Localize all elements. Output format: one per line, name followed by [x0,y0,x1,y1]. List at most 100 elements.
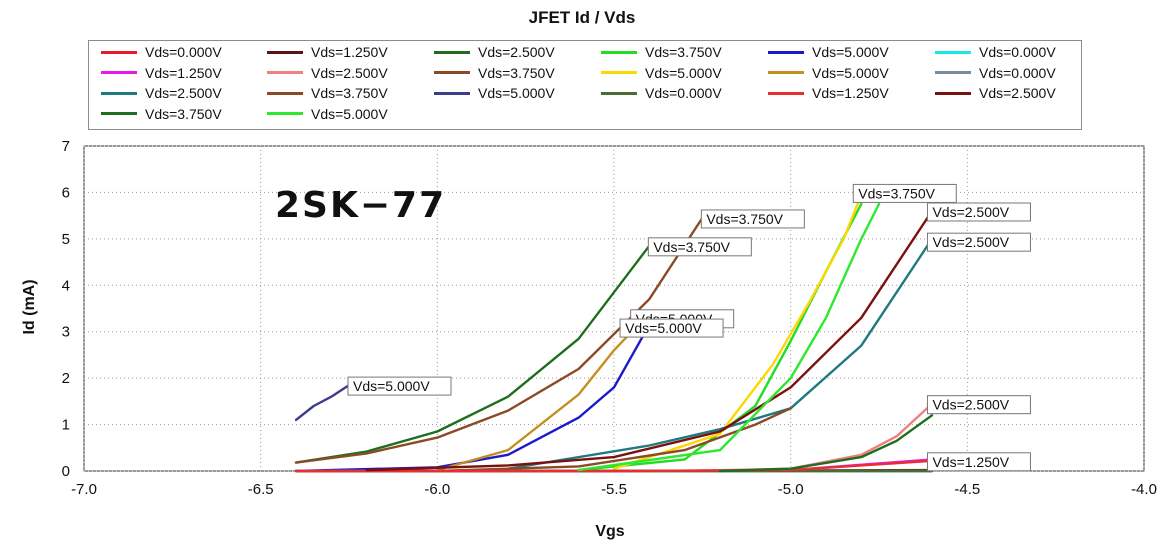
legend-swatch [434,71,470,74]
series-line-20 [577,202,881,472]
legend-label: Vds=1.250V [311,44,388,60]
legend-swatch [935,91,971,95]
series-line-5 [294,323,651,473]
legend-label: Vds=5.000V [311,105,388,122]
curve-label-text: Vds=2.500V [932,397,1009,413]
legend-item: Vds=2.500V [101,84,222,102]
curve-label: Vds=2.500V [926,202,1031,222]
legend-swatch [434,91,470,95]
curve-label: Vds=5.000V [347,376,452,396]
curve-label-text: Vds=5.000V [625,320,702,336]
legend-item: Vds=3.750V [601,43,722,61]
series-line-18 [365,209,934,472]
legend-label: Vds=3.750V [478,64,555,81]
legend-item: Vds=5.000V [434,84,555,102]
series-line-15 [294,383,351,422]
y-tick-label: 6 [62,184,70,201]
legend-swatch [601,50,637,54]
curve-label-text: Vds=2.500V [932,204,1009,220]
curve-label: Vds=5.000V [619,318,724,338]
x-tick-label: -6.0 [424,481,450,498]
legend-swatch [101,50,137,54]
legend-swatch [601,71,637,74]
y-tick-label: 7 [62,138,70,155]
y-tick-label: 5 [62,231,70,248]
legend-swatch [434,50,470,54]
legend-swatch [601,91,637,95]
x-tick-label: -5.0 [778,481,804,498]
y-tick-label: 3 [62,324,70,341]
curve-label: Vds=1.250V [926,452,1031,472]
legend-item: Vds=3.750V [267,84,388,102]
legend-swatch [768,91,804,95]
curve-label: Vds=3.750V [647,237,752,257]
x-axis-label: Vgs [595,523,624,540]
series-line-10 [612,193,863,470]
legend-item: Vds=5.000V [768,64,889,82]
y-tick-label: 4 [62,277,70,294]
legend-swatch [267,50,303,54]
legend-item: Vds=1.250V [768,84,889,102]
series-line-14 [436,407,792,473]
x-tick-label: -5.5 [601,481,627,498]
legend-label: Vds=3.750V [645,44,722,60]
legend-swatch [267,71,303,74]
curve-label-text: Vds=3.750V [653,239,730,255]
legend-swatch [101,112,137,115]
legend-label: Vds=5.000V [478,85,555,101]
y-tick-label: 0 [62,463,70,480]
legend-swatch [267,112,303,115]
y-tick-label: 1 [62,417,70,434]
legend-item: Vds=2.500V [935,84,1056,102]
legend-item: Vds=2.500V [434,43,555,61]
legend-label: Vds=1.250V [812,85,889,101]
series-line-9 [294,216,704,464]
legend-item: Vds=5.000V [768,43,889,61]
legend-swatch [101,71,137,74]
legend-item: Vds=2.500V [267,64,388,82]
legend-label: Vds=0.000V [145,44,222,60]
legend-label: Vds=2.500V [478,44,555,60]
curve-label-text: Vds=1.250V [932,454,1009,470]
legend-label: Vds=5.000V [812,64,889,81]
legend-item: Vds=0.000V [601,84,722,102]
legend-label: Vds=2.500V [145,85,222,101]
curve-label-text: Vds=2.500V [932,234,1009,250]
legend-swatch [101,91,137,95]
legend-item: Vds=0.000V [935,43,1056,61]
series-line-3 [294,244,651,464]
curve-label-text: Vds=5.000V [353,378,430,394]
legend: Vds=0.000V Vds=1.250V Vds=2.500V Vds=3.750V… [88,40,1082,130]
legend-item: Vds=0.000V [935,64,1056,82]
legend-label: Vds=1.250V [145,64,222,81]
y-axis-label: Id (mA) [21,279,38,334]
series-line-17 [294,459,934,473]
legend-swatch [768,71,804,74]
curve-label-text: Vds=3.750V [858,185,935,201]
curve-label: Vds=2.500V [926,232,1031,252]
x-tick-label: -6.5 [248,481,274,498]
legend-label: Vds=3.750V [311,85,388,101]
legend-item: Vds=3.750V [101,105,222,123]
legend-item: Vds=1.250V [101,64,222,82]
legend-swatch [935,71,971,74]
chart-title: JFET Id / Vds [528,8,636,27]
curve-label: Vds=3.750V [852,183,957,203]
curve-label: Vds=2.500V [926,395,1031,415]
y-tick-label: 2 [62,370,70,387]
legend-item: Vds=3.750V [434,64,555,82]
legend-label: Vds=0.000V [979,44,1056,60]
legend-label: Vds=0.000V [645,85,722,101]
legend-swatch [768,50,804,54]
legend-label: Vds=5.000V [812,44,889,60]
legend-label: Vds=2.500V [979,85,1056,101]
legend-label: Vds=5.000V [645,64,722,81]
curve-label: Vds=3.750V [700,209,805,229]
x-tick-label: -4.0 [1131,481,1157,498]
legend-item: Vds=5.000V [267,105,388,123]
legend-label: Vds=3.750V [145,105,222,122]
legend-label: Vds=0.000V [979,64,1056,81]
chart-annotation: 2SK−77 [275,185,446,226]
x-tick-label: -7.0 [71,481,97,498]
